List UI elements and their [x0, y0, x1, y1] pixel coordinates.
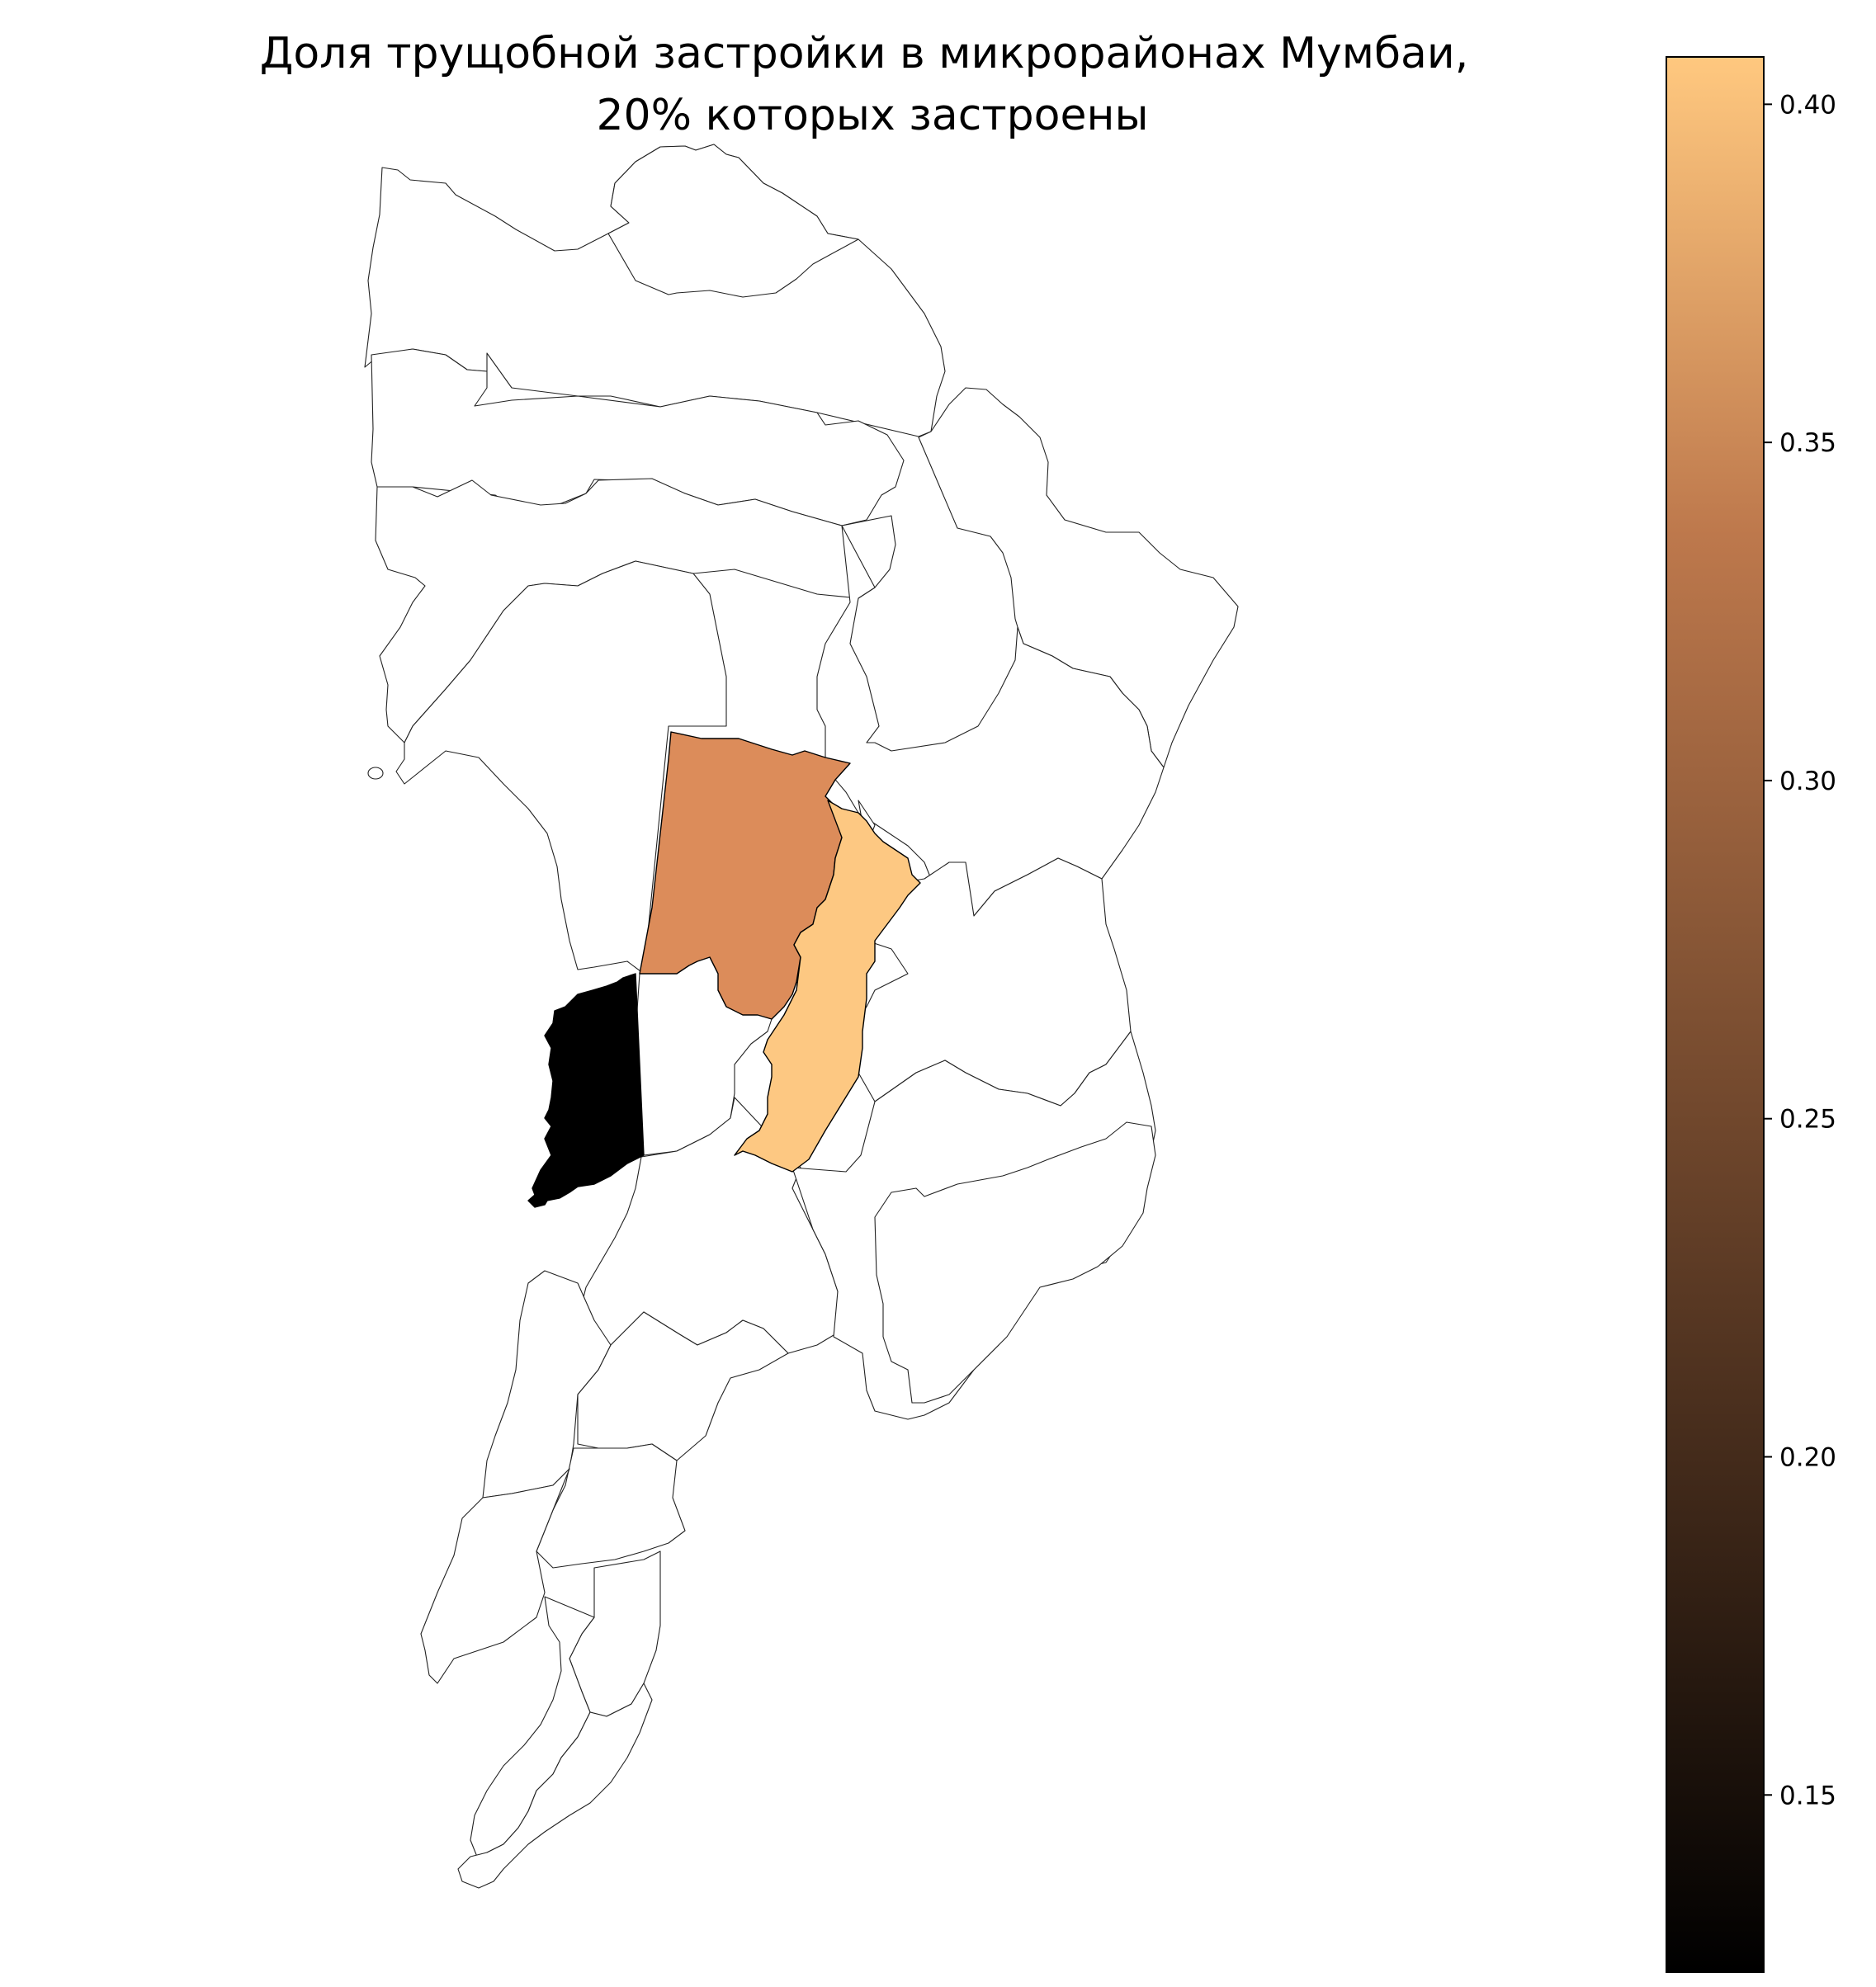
ward-east-large — [918, 387, 1239, 768]
ward-central-east — [734, 800, 921, 1173]
colorbar-tick-label: 0.40 — [1779, 90, 1836, 120]
colorbar-tick-label: 0.15 — [1779, 1781, 1836, 1810]
ward-west-coast — [527, 973, 645, 1208]
map-title-line-2: 20% которых застроены — [596, 91, 1148, 140]
ward-east-mid — [816, 525, 1165, 917]
ward-north-top — [607, 144, 859, 298]
colorbar-tick-label: 0.25 — [1779, 1105, 1836, 1135]
map-title-line-1: Доля трущобной застройки в микрорайонах … — [260, 29, 1469, 78]
ward-south-east-2 — [874, 1121, 1156, 1404]
colorbar-tick-label: 0.30 — [1779, 767, 1836, 796]
colorbar: 0.15 0.20 0.25 0.30 0.35 0.40 — [1666, 56, 1836, 1973]
colorbar-ticks: 0.15 0.20 0.25 0.30 0.35 0.40 — [1764, 90, 1836, 1810]
island — [367, 767, 384, 780]
ward-south-2 — [577, 1311, 789, 1461]
ward-north-3 — [375, 478, 896, 743]
colorbar-tick-label: 0.20 — [1779, 1442, 1836, 1472]
ward-south-4 — [420, 1468, 570, 1684]
colorbar-gradient — [1666, 56, 1765, 1973]
ward-map — [364, 144, 1239, 1889]
colorbar-tick-label: 0.35 — [1779, 428, 1836, 458]
ward-south-7 — [457, 1683, 653, 1889]
